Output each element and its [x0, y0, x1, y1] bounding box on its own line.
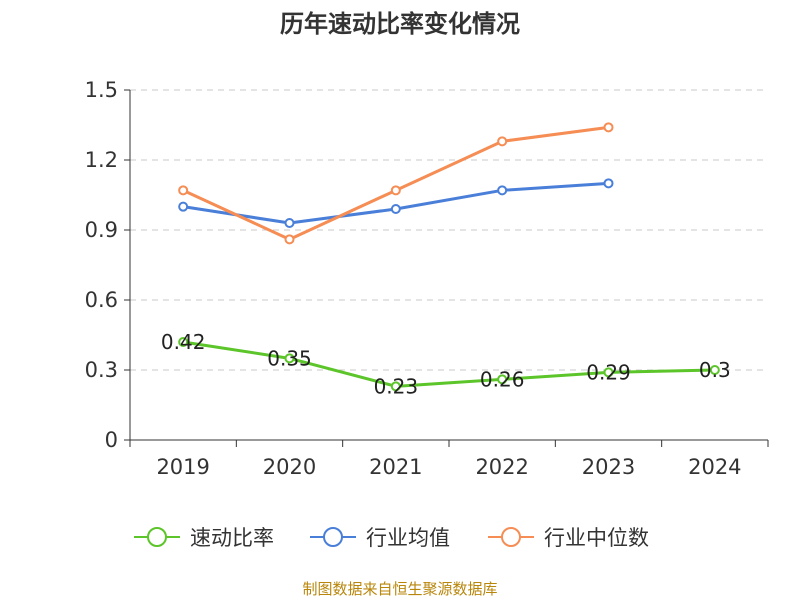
- data-label: 0.29: [586, 360, 631, 384]
- y-tick-label: 0.6: [85, 288, 118, 312]
- legend[interactable]: 速动比率 行业均值 行业中位数: [134, 526, 649, 550]
- data-point: [497, 185, 508, 196]
- data-labels: 0.42 0.35 0.23 0.26 0.29 0.3: [161, 330, 731, 398]
- data-point: [178, 185, 189, 196]
- data-point: [709, 365, 720, 375]
- x-tick-label: 2022: [475, 455, 528, 479]
- data-point: [178, 201, 189, 212]
- x-tick-label: 2021: [369, 455, 422, 479]
- y-axis-ticks: 0 0.3 0.6 0.9 1.2 1.5: [85, 78, 130, 452]
- grid-lines: [130, 89, 768, 371]
- data-point: [497, 374, 508, 385]
- legend-marker: [501, 527, 521, 547]
- x-tick-label: 2019: [156, 455, 209, 479]
- x-tick-label: 2023: [582, 455, 635, 479]
- data-label: 0.35: [267, 346, 312, 370]
- data-point: [390, 204, 401, 214]
- y-tick-label: 1.2: [85, 148, 118, 172]
- series-line-2: [182, 125, 609, 241]
- data-point: [603, 122, 614, 133]
- data-point: [603, 178, 614, 189]
- data-point: [497, 136, 508, 147]
- y-tick-label: 1.5: [85, 78, 118, 102]
- series-points: [178, 122, 720, 392]
- series-lines: [182, 125, 715, 388]
- data-point: [390, 185, 401, 196]
- data-point: [284, 234, 295, 245]
- axes: [129, 90, 768, 441]
- data-label: 0.3: [699, 358, 731, 382]
- legend-label[interactable]: 行业均值: [366, 526, 450, 550]
- source-note: 制图数据来自恒生聚源数据库: [302, 580, 498, 598]
- data-point: [390, 381, 401, 392]
- x-tick-label: 2020: [263, 455, 316, 479]
- x-axis-ticks: 2019 2020 2021 2022 2023 2024: [129, 440, 769, 479]
- series-line-0: [182, 340, 715, 388]
- legend-marker: [147, 527, 167, 547]
- y-tick-label: 0.3: [85, 358, 118, 382]
- x-tick-label: 2024: [688, 455, 741, 479]
- legend-label[interactable]: 行业中位数: [544, 526, 649, 550]
- data-label: 0.23: [374, 374, 419, 398]
- y-tick-label: 0.9: [85, 218, 118, 242]
- data-label: 0.26: [480, 367, 525, 391]
- legend-label[interactable]: 速动比率: [190, 526, 274, 550]
- data-label: 0.42: [161, 330, 206, 354]
- y-tick-label: 0: [105, 428, 118, 452]
- chart-title: 历年速动比率变化情况: [280, 10, 520, 38]
- legend-marker: [323, 527, 343, 547]
- data-point: [603, 367, 614, 378]
- data-point: [284, 353, 295, 364]
- data-point: [284, 218, 295, 228]
- data-point: [178, 337, 189, 347]
